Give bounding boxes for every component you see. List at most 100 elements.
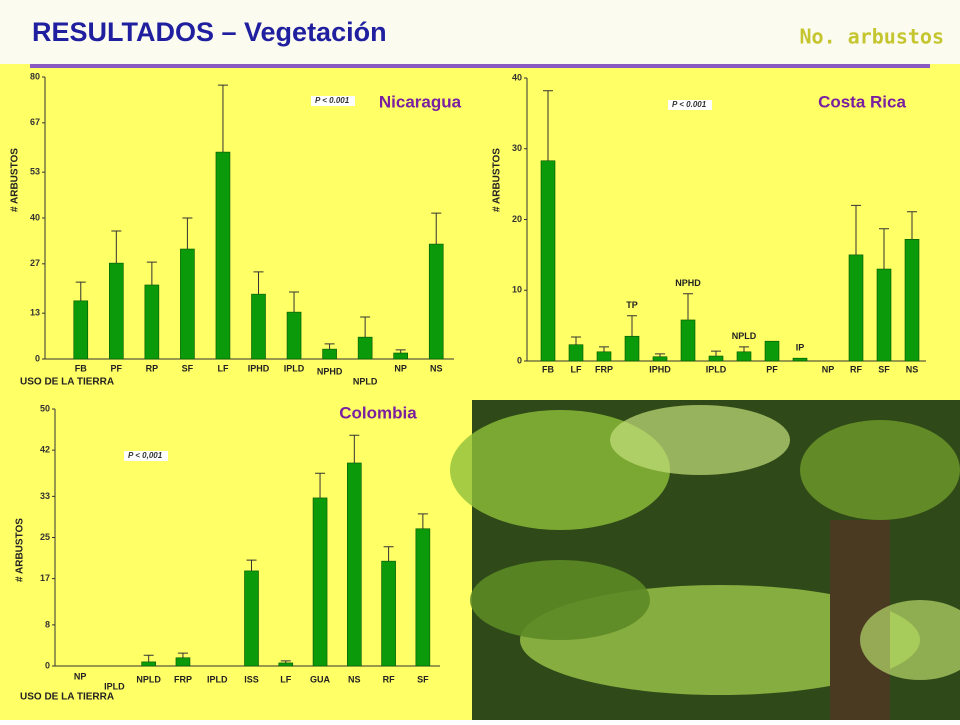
bar bbox=[708, 355, 724, 362]
bar bbox=[141, 661, 156, 667]
annotation: P < 0,001 bbox=[128, 451, 163, 460]
bar bbox=[180, 248, 195, 360]
error-bar bbox=[543, 90, 553, 161]
error-bar bbox=[360, 316, 371, 338]
bar bbox=[848, 254, 864, 362]
x-tick-label: IPLD bbox=[706, 364, 727, 374]
bar bbox=[876, 268, 892, 362]
bar bbox=[357, 336, 373, 360]
x-tick-label: PF bbox=[111, 363, 123, 373]
bar bbox=[215, 151, 231, 360]
x-tick-label: NS bbox=[906, 364, 919, 374]
chart-title: Costa Rica bbox=[818, 92, 906, 111]
bar bbox=[415, 528, 431, 667]
x-tick-label: SF bbox=[878, 364, 890, 374]
bar bbox=[278, 662, 294, 667]
header-band bbox=[0, 0, 960, 64]
x-tick-label: IPHD bbox=[649, 364, 671, 374]
y-axis-label: # ARBUSTOS bbox=[15, 518, 26, 582]
x-tick-label: LF bbox=[280, 674, 291, 684]
bar bbox=[540, 160, 556, 362]
x-tick-label: TP bbox=[626, 300, 638, 310]
x-tick-label: NPLD bbox=[136, 674, 161, 684]
y-tick-label: 40 bbox=[30, 212, 40, 222]
y-tick-label: 40 bbox=[512, 72, 522, 82]
y-tick-label: 80 bbox=[30, 71, 40, 81]
error-bar bbox=[571, 336, 581, 345]
error-bar bbox=[146, 261, 157, 285]
x-tick-label: SF bbox=[417, 674, 429, 684]
bar bbox=[312, 497, 328, 667]
bar bbox=[347, 462, 362, 667]
bar bbox=[381, 560, 396, 667]
bar bbox=[736, 351, 752, 362]
error-bar bbox=[879, 228, 889, 270]
x-tick-label: NP bbox=[822, 364, 835, 374]
y-tick-label: 13 bbox=[30, 308, 40, 318]
error-bar bbox=[246, 559, 257, 571]
header-rule bbox=[30, 64, 930, 68]
x-tick-label: FRP bbox=[174, 674, 192, 684]
bar bbox=[286, 311, 302, 360]
x-tick-label: NPHD bbox=[675, 278, 701, 288]
bar bbox=[144, 284, 160, 360]
photo bbox=[450, 400, 960, 720]
bar bbox=[428, 243, 444, 360]
x-tick-label: RF bbox=[383, 674, 395, 684]
x-tick-label: IPHD bbox=[248, 363, 270, 373]
chart-title: Nicaragua bbox=[379, 92, 462, 111]
x-tick-label: RP bbox=[146, 363, 159, 373]
error-bar bbox=[655, 353, 665, 357]
error-bar bbox=[177, 652, 188, 658]
error-bar bbox=[431, 212, 442, 245]
x-axis-label: USO DE LA TIERRA bbox=[20, 692, 114, 703]
bar bbox=[904, 239, 920, 362]
y-tick-label: 0 bbox=[45, 660, 50, 670]
x-tick-label: RF bbox=[850, 364, 862, 374]
x-tick-label: NPHD bbox=[317, 366, 343, 376]
error-bar bbox=[217, 84, 228, 153]
bar bbox=[322, 348, 337, 360]
x-tick-label: NS bbox=[348, 674, 361, 684]
error-bar bbox=[711, 350, 721, 357]
y-tick-label: 10 bbox=[512, 285, 522, 295]
y-tick-label: 25 bbox=[40, 532, 50, 542]
x-tick-label: NPLD bbox=[732, 331, 757, 341]
x-axis-label: USO DE LA TIERRA bbox=[20, 377, 114, 388]
error-bar bbox=[315, 472, 326, 498]
bar bbox=[244, 570, 259, 667]
x-tick-label: FB bbox=[75, 363, 87, 373]
y-tick-label: 17 bbox=[40, 573, 50, 583]
error-bar bbox=[280, 660, 291, 663]
error-bar bbox=[383, 546, 394, 562]
y-tick-label: 50 bbox=[40, 403, 50, 413]
y-tick-label: 67 bbox=[30, 117, 40, 127]
bar bbox=[764, 340, 780, 362]
bar bbox=[792, 357, 808, 362]
x-tick-label: NS bbox=[430, 363, 443, 373]
x-tick-label: IP bbox=[796, 343, 805, 353]
x-tick-label: FRP bbox=[595, 364, 613, 374]
bar bbox=[393, 352, 408, 360]
error-bar bbox=[289, 291, 300, 313]
slide-subtitle: No. arbustos bbox=[800, 25, 945, 49]
bar bbox=[109, 262, 124, 360]
annotation-box bbox=[124, 451, 168, 461]
y-tick-label: 53 bbox=[30, 167, 40, 177]
error-bar bbox=[324, 343, 335, 350]
error-bar bbox=[851, 204, 861, 255]
bar bbox=[251, 293, 266, 360]
y-axis-label: # ARBUSTOS bbox=[492, 148, 503, 212]
y-tick-label: 0 bbox=[35, 353, 40, 363]
x-tick-label: NP bbox=[74, 671, 87, 681]
x-tick-label: NP bbox=[394, 363, 407, 373]
error-bar bbox=[143, 654, 154, 662]
y-tick-label: 30 bbox=[512, 143, 522, 153]
y-tick-label: 8 bbox=[45, 619, 50, 629]
slide-title: RESULTADOS – Vegetación bbox=[32, 17, 387, 47]
x-tick-label: SF bbox=[182, 363, 194, 373]
error-bar bbox=[683, 293, 693, 320]
error-bar bbox=[395, 349, 406, 354]
annotation-box bbox=[311, 96, 355, 106]
